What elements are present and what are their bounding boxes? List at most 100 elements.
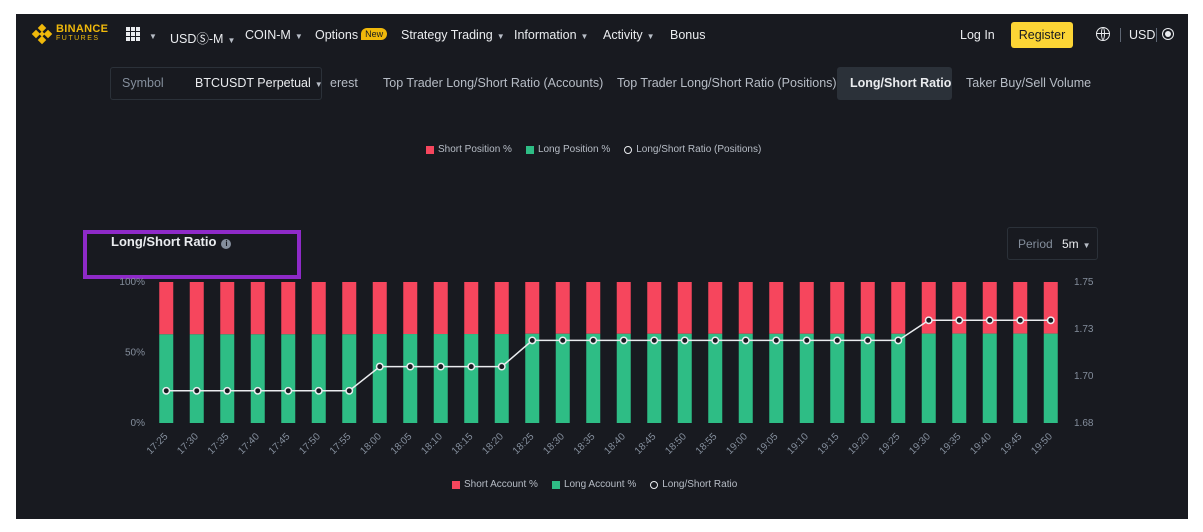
right-axis-tick: 1.73: [1074, 324, 1094, 335]
right-axis-tick: 1.68: [1074, 418, 1094, 429]
annotation-highlight-box: [83, 230, 301, 279]
short-account-bar: [494, 282, 509, 335]
right-axis-tick: 1.70: [1074, 371, 1094, 382]
short-account-bar: [189, 282, 204, 335]
tab-top-trader-accounts[interactable]: Top Trader Long/Short Ratio (Accounts): [383, 76, 604, 90]
nav-information[interactable]: Information ▼: [514, 28, 588, 42]
x-axis-tick: 18:40: [602, 431, 628, 457]
legend-ring-icon: [650, 480, 659, 489]
right-axis-tick: 1.75: [1074, 277, 1094, 288]
long-account-bar: [281, 334, 296, 423]
period-value: 5m: [1062, 237, 1079, 251]
long-short-ratio-chart[interactable]: 100% 50% 0% 1.75 1.73 1.70 1.68 17:25 17:30 17:35…: [16, 14, 1188, 519]
symbol-dropdown[interactable]: BTCUSDT Perpetual ▼: [195, 76, 323, 90]
legend-long-short-ratio[interactable]: Long/Short Ratio: [662, 479, 738, 490]
x-axis-tick: 19:15: [816, 431, 842, 457]
legend-short-position[interactable]: Short Position %: [438, 144, 512, 155]
chevron-down-icon: ▼: [646, 32, 655, 41]
ratio-point: [497, 362, 506, 371]
long-account-bar: [525, 333, 540, 423]
login-link[interactable]: Log In: [960, 28, 995, 42]
legend-ratio-positions[interactable]: Long/Short Ratio (Positions): [636, 144, 762, 155]
short-account-bar: [586, 282, 601, 334]
long-account-bar: [952, 333, 967, 423]
legend-swatch-short: [452, 480, 460, 489]
binance-logo[interactable]: BINANCE FUTURES: [31, 24, 108, 45]
theme-toggle-icon[interactable]: [1165, 31, 1171, 37]
short-account-bar: [220, 282, 235, 335]
short-account-bar: [952, 282, 967, 334]
ratio-point: [985, 316, 994, 325]
nav-coinm[interactable]: COIN-M ▼: [245, 28, 303, 42]
tab-open-interest[interactable]: erest: [330, 76, 358, 90]
ratio-point: [192, 386, 201, 395]
long-account-bar: [311, 334, 326, 423]
long-account-bar: [799, 333, 814, 423]
short-account-bar: [372, 282, 387, 335]
short-account-bar: [250, 282, 265, 335]
short-account-bar: [464, 282, 479, 335]
x-axis-tick: 19:35: [938, 431, 964, 457]
ratio-point: [345, 386, 354, 395]
ratio-point: [589, 336, 598, 345]
globe-icon[interactable]: [1096, 27, 1110, 41]
x-axis-tick: 18:10: [419, 431, 445, 457]
app-frame: BINANCE FUTURES ▼ USDⓈ-M ▼ COIN-M ▼ Option…: [16, 14, 1188, 519]
legend-swatch-long: [525, 145, 534, 154]
long-account-bar: [189, 334, 204, 423]
long-account-bar: [220, 334, 235, 423]
x-axis-tick: 17:45: [267, 431, 293, 457]
chevron-down-icon: ▼: [1082, 241, 1091, 250]
long-account-bar: [342, 334, 357, 423]
nav-bonus[interactable]: Bonus: [670, 28, 706, 42]
short-account-bar: [311, 282, 326, 335]
ratio-point: [528, 336, 537, 345]
short-account-bar: [769, 282, 784, 334]
short-account-bar: [1013, 282, 1028, 334]
divider: [1120, 28, 1121, 42]
x-axis-tick: 18:30: [541, 431, 567, 457]
ratio-point: [558, 336, 567, 345]
long-account-bar: [403, 334, 418, 423]
period-dropdown[interactable]: 5m ▼: [1062, 237, 1091, 251]
apps-grid-icon[interactable]: [126, 27, 140, 41]
legend-long-account[interactable]: Long Account %: [563, 479, 637, 490]
chevron-down-icon: ▼: [294, 32, 303, 41]
register-button[interactable]: Register: [1011, 22, 1073, 48]
info-icon[interactable]: i: [221, 239, 232, 249]
x-axis-tick: 17:40: [236, 431, 262, 457]
short-account-bar: [525, 282, 540, 334]
long-account-bar: [433, 334, 448, 423]
nav-options[interactable]: Options New: [315, 28, 388, 42]
legend-long-position[interactable]: Long Position %: [537, 144, 611, 155]
long-account-bar: [372, 334, 387, 423]
x-axis-tick: 18:55: [694, 431, 720, 457]
currency-selector[interactable]: USD: [1129, 28, 1156, 42]
period-selector[interactable]: [1007, 227, 1098, 260]
x-axis-tick: 18:15: [450, 431, 476, 457]
nav-strategy-trading[interactable]: Strategy Trading ▼: [401, 28, 505, 42]
x-axis-tick: 19:00: [724, 431, 750, 457]
long-account-bar: [708, 333, 723, 423]
divider: [1156, 28, 1157, 42]
nav-activity[interactable]: Activity ▼: [603, 28, 655, 42]
long-account-bar: [769, 333, 784, 423]
x-axis-tick: 17:35: [206, 431, 232, 457]
legend-short-account[interactable]: Short Account %: [464, 479, 538, 490]
tab-top-trader-positions[interactable]: Top Trader Long/Short Ratio (Positions): [617, 76, 837, 90]
ratio-point: [802, 336, 811, 345]
x-axis-tick: 19:40: [968, 431, 994, 457]
nav-information-label: Information: [514, 28, 577, 42]
symbol-selector[interactable]: [110, 67, 322, 100]
apps-chevron-down-icon[interactable]: ▼: [149, 32, 157, 41]
ratio-point: [894, 336, 903, 345]
tab-long-short-ratio[interactable]: Long/Short Ratio: [850, 76, 952, 90]
tab-taker-buy-sell-volume[interactable]: Taker Buy/Sell Volume: [966, 76, 1092, 90]
nav-usdm[interactable]: USDⓈ-M ▼: [170, 28, 235, 47]
long-account-bar: [159, 334, 174, 423]
short-account-bar: [708, 282, 723, 334]
ratio-point: [467, 362, 476, 371]
nav-coinm-label: COIN-M: [245, 28, 291, 42]
ratio-point: [436, 362, 445, 371]
short-account-bar: [403, 282, 418, 335]
